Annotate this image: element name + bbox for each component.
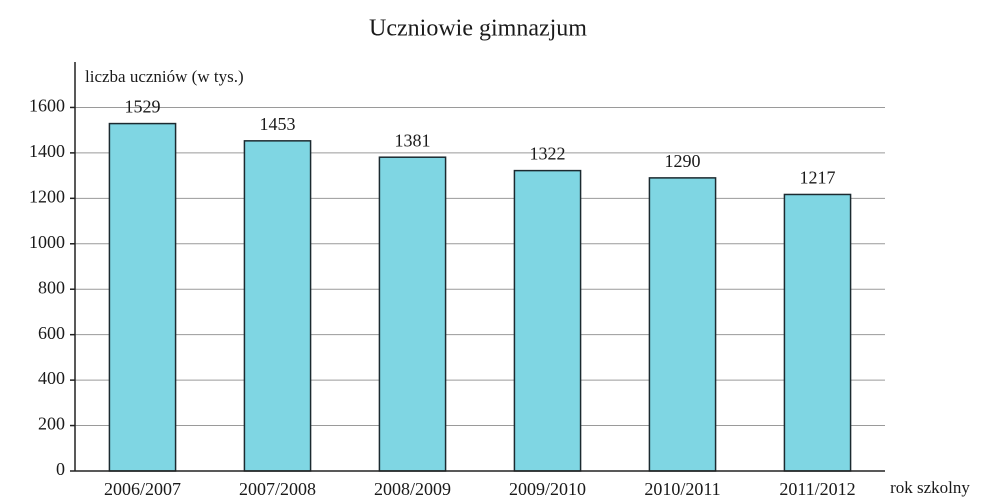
bar [513, 169, 582, 472]
data-label: 1381 [395, 130, 431, 150]
y-tick-label: 1000 [29, 232, 65, 252]
bar [648, 177, 717, 472]
data-label: 1529 [125, 97, 161, 117]
x-tick-label: 2007/2008 [239, 479, 316, 499]
chart-title: Uczniowie gimnazjum [369, 16, 587, 42]
x-tick-label: 2010/2011 [644, 479, 720, 499]
y-tick-label: 800 [38, 277, 65, 297]
data-label: 1290 [665, 151, 701, 171]
x-axis-label: rok szkolny [890, 478, 970, 497]
bar [378, 156, 447, 472]
x-tick-label: 2011/2012 [779, 479, 855, 499]
y-tick-label: 1200 [29, 186, 65, 206]
data-label: 1453 [260, 114, 296, 134]
y-tick-label: 600 [38, 323, 65, 343]
x-tick-label: 2009/2010 [509, 479, 586, 499]
y-tick-label: 200 [38, 414, 65, 434]
y-tick-label: 1600 [29, 96, 65, 116]
data-label: 1217 [800, 168, 836, 188]
bar [783, 193, 852, 472]
x-tick-label: 2008/2009 [374, 479, 451, 499]
bar [243, 140, 312, 472]
y-axis-label: liczba uczniów (w tys.) [85, 67, 244, 86]
x-tick-label: 2006/2007 [104, 479, 181, 499]
y-tick-label: 400 [38, 368, 65, 388]
y-tick-label: 1400 [29, 141, 65, 161]
bar [108, 122, 177, 472]
y-tick-label: 0 [56, 459, 65, 479]
data-label: 1322 [530, 144, 566, 164]
